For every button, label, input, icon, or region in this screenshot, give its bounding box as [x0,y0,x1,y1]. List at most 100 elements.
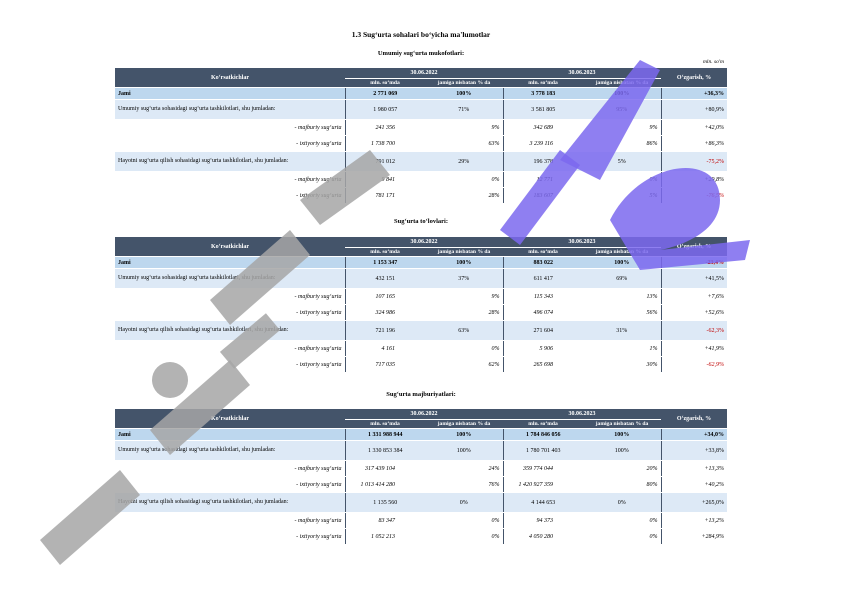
share-2022: 62% [425,356,503,373]
share-2022: 9% [425,288,503,305]
change-value: +33,8% [660,440,727,461]
share-2022: 37% [425,268,503,289]
row-label: Jami [115,428,345,441]
value-2022: 241 356 [344,119,425,136]
table-row: - ixtiyoriy sug‘urta 1 738 700 63% 3 239 11… [115,135,727,152]
header-change: O‘zgarish, % [661,237,727,257]
share-2022: 0% [425,340,503,357]
value-2023: 196 378 [502,151,583,172]
header-date-2022: 30.06.2022 [345,409,503,420]
header-change: O‘zgarish, % [661,68,727,88]
value-2022: 83 347 [344,512,425,529]
change-value: +29,8% [660,171,727,188]
row-label: - majburiy sug‘urta [115,171,345,188]
change-value: +40,2% [660,476,727,493]
section-title: Sug‘urta to‘lovlari: [394,218,448,225]
unit-note: mln. so'm [702,59,724,65]
share-2023: 100% [583,256,661,269]
share-2022: 28% [425,187,503,204]
value-2023: 183 607 [502,187,583,204]
value-2023: 3 778 183 [502,87,583,100]
value-2023: 94 373 [502,512,583,529]
value-2023: 12 771 [502,171,583,188]
share-2023: 100% [583,87,661,100]
header-share: jamiga nisbatan % da [425,247,503,257]
share-2023: 80% [583,476,661,493]
value-2022: 1 980 057 [344,99,425,120]
row-label: - ixtiyoriy sug‘urta [115,135,345,152]
header-amount: mln. so‘mda [503,78,583,88]
header-amount: mln. so‘mda [345,78,425,88]
header-amount: mln. so‘mda [345,247,425,257]
header-indicators: Ko‘rsatkichlar [115,237,345,257]
header-indicators: Ko‘rsatkichlar [115,409,345,429]
share-2023: 31% [583,320,661,341]
value-2023: 3 581 805 [502,99,583,120]
value-2022: 1 052 213 [344,528,425,545]
table-row: - majburiy sug‘urta 107 165 9% 115 343 13% +7… [115,288,727,305]
value-2022: 1 738 700 [344,135,425,152]
value-2022: 107 165 [344,288,425,305]
data-table: Ko‘rsatkichlar 30.06.2022 30.06.2023 O‘zgar… [115,68,727,204]
change-value: -75,2% [660,151,727,172]
value-2022: 791 012 [344,151,425,172]
table-row: - majburiy sug‘urta 241 356 9% 342 689 9% +42… [115,119,727,136]
row-label: - majburiy sug‘urta [115,340,345,357]
share-2022: 24% [425,460,503,477]
share-2022: 0% [425,171,503,188]
change-value: +86,3% [660,135,727,152]
row-label: Hayotni sug‘urta qilish sohasidagi sug‘u… [115,151,345,172]
value-2023: 271 604 [502,320,583,341]
change-value: +80,9% [660,99,727,120]
change-value: +284,9% [660,528,727,545]
row-label: - majburiy sug‘urta [115,460,345,477]
row-label: - ixtiyoriy sug‘urta [115,476,345,493]
value-2023: 1 784 846 056 [502,428,583,441]
table-row: Umumiy sug‘urta sohasidagi sug‘urta tash… [115,268,727,289]
value-2022: 432 151 [344,268,425,289]
share-2023: 100% [583,440,661,461]
header-share: jamiga nisbatan % da [583,247,661,257]
share-2022: 29% [425,151,503,172]
table-row: - majburiy sug‘urta 4 161 0% 5 906 1% +41,9% [115,340,727,357]
value-2022: 721 196 [344,320,425,341]
share-2023: 5% [583,187,661,204]
row-label: - majburiy sug‘urta [115,288,345,305]
header-amount: mln. so‘mda [503,247,583,257]
share-2023: 30% [583,356,661,373]
value-2022: 324 986 [344,304,425,321]
header-amount: mln. so‘mda [345,419,425,429]
change-value: -76,5% [660,187,727,204]
share-2023: 13% [583,288,661,305]
value-2022: 781 171 [344,187,425,204]
header-date-2023: 30.06.2023 [503,237,661,248]
section-title: Umumiy sug‘urta mukofotlari: [377,50,465,57]
header-change: O‘zgarish, % [661,409,727,429]
value-2023: 342 689 [502,119,583,136]
header-amount: mln. so‘mda [503,419,583,429]
table-row: - ixtiyoriy sug‘urta 1 013 414 280 76% 1 42… [115,476,727,493]
value-2023: 611 417 [502,268,583,289]
value-2023: 883 022 [502,256,583,269]
row-label: - ixtiyoriy sug‘urta [115,304,345,321]
value-2023: 265 698 [502,356,583,373]
change-value: +36,3% [660,87,727,100]
row-label: Umumiy sug‘urta sohasidagi sug‘urta tash… [115,440,345,461]
share-2023: 0% [583,528,661,545]
table-row: - majburiy sug‘urta 9 841 0% 12 771 0% +29,8% [115,171,727,188]
header-share: jamiga nisbatan % da [583,78,661,88]
share-2022: 9% [425,119,503,136]
table-row: Jami 1 153 347 100% 883 022 100% -23,4% [115,256,727,269]
row-label: Umumiy sug‘urta sohasidagi sug‘urta tash… [115,268,345,289]
header-date-2022: 30.06.2022 [345,237,503,248]
share-2022: 0% [425,492,503,513]
share-2022: 0% [425,528,503,545]
share-2023: 56% [583,304,661,321]
change-value: -23,4% [660,256,727,269]
value-2022: 1 330 853 384 [344,440,425,461]
row-label: Hayotni sug‘urta qilish sohasidagi sug‘u… [115,492,345,513]
header-indicators: Ko‘rsatkichlar [115,68,345,88]
share-2023: 0% [583,492,661,513]
value-2023: 1 420 927 359 [502,476,583,493]
value-2022: 2 771 069 [344,87,425,100]
